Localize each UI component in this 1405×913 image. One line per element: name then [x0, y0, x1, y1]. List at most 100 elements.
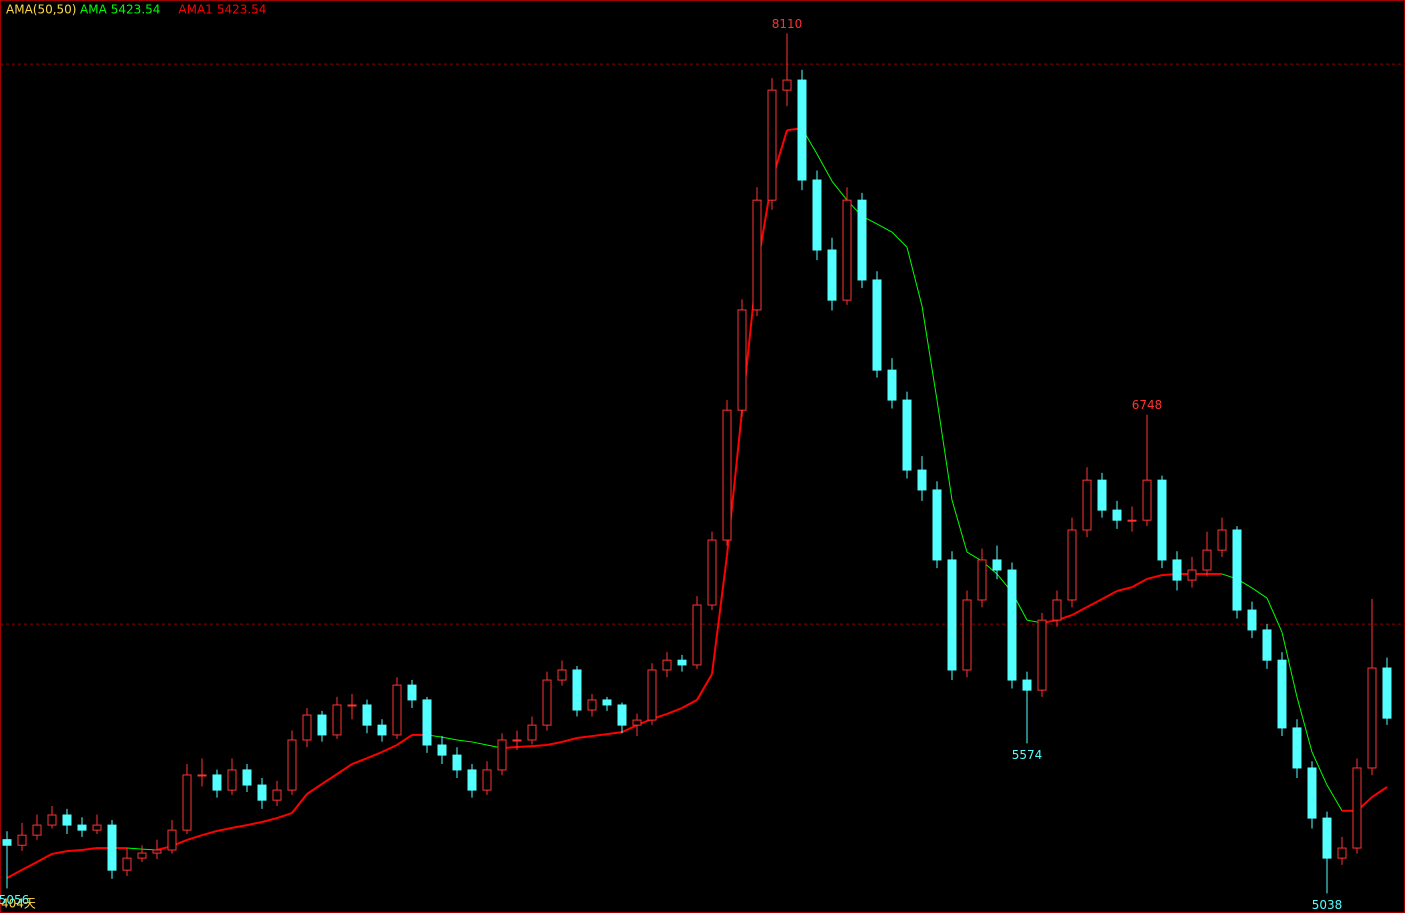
legend-name: AMA1: [178, 3, 212, 17]
candles: [2, 33, 1392, 894]
candle-body: [32, 824, 42, 836]
candle-body: [77, 824, 87, 831]
candle-body: [272, 789, 282, 801]
ama-segment: [921, 305, 938, 401]
ama-segment: [951, 499, 968, 553]
candle-body: [1142, 479, 1152, 521]
candle-body: [1187, 569, 1197, 581]
ama-segment: [531, 744, 548, 748]
ama-segment: [711, 555, 728, 675]
ama-segment: [1146, 574, 1163, 580]
candle-body: [617, 704, 627, 726]
ama-segment: [381, 744, 398, 753]
candle-body: [1052, 599, 1062, 621]
candle-body: [467, 769, 477, 791]
candle-body: [302, 714, 312, 741]
ama-segment: [396, 734, 413, 746]
ama-segment: [1086, 598, 1103, 608]
candle-body: [242, 769, 252, 786]
ama-segment: [591, 733, 608, 738]
candle-body: [422, 699, 432, 746]
legend-name: AMA: [80, 3, 108, 17]
ama-segment: [1326, 784, 1343, 812]
candle-body: [1367, 667, 1377, 769]
ama-segment: [1131, 578, 1148, 588]
ama-segment: [561, 737, 578, 743]
candle-body: [332, 704, 342, 736]
candle-body: [137, 852, 147, 859]
candle-body: [1337, 847, 1347, 859]
candle-body: [917, 469, 927, 491]
ama-segment: [21, 861, 38, 871]
candle-body: [977, 559, 987, 601]
ama-segment: [1116, 586, 1133, 592]
ama-segment: [621, 724, 638, 734]
ama-segment: [816, 153, 833, 182]
candle-body: [707, 539, 717, 606]
ama-segment: [81, 847, 98, 851]
candle-body: [497, 739, 507, 771]
candle-body: [692, 604, 702, 666]
candle-body: [257, 784, 267, 801]
ama-segment: [1281, 632, 1298, 698]
candle-body: [932, 489, 942, 561]
extreme-label: 5038: [1312, 898, 1343, 912]
ama-segment: [1296, 697, 1313, 753]
candle-body: [812, 179, 822, 251]
candle-body: [152, 849, 162, 854]
ama-segment: [696, 673, 713, 701]
candle-body: [767, 89, 777, 201]
extreme-label: 5056: [0, 893, 29, 907]
ama-segment: [936, 400, 953, 501]
ama-segment: [1251, 587, 1268, 599]
candle-body: [752, 199, 762, 311]
candle-body: [407, 684, 417, 701]
ama-segment: [216, 826, 233, 832]
candle-body: [227, 769, 237, 791]
candle-body: [1292, 727, 1302, 769]
ama-segment: [1311, 751, 1328, 786]
ama-segment: [516, 745, 533, 748]
candle-body: [587, 699, 597, 711]
ama-segment: [246, 821, 263, 827]
candle-body: [1082, 479, 1092, 531]
period-label: 404天: [1, 897, 36, 911]
legend-value: 5423.54: [111, 3, 161, 17]
candle-body: [782, 79, 792, 91]
candle-body: [452, 754, 462, 771]
candle-body: [662, 659, 672, 671]
candle-body: [542, 679, 552, 726]
candle-body: [602, 699, 612, 706]
ama-segment: [186, 834, 203, 841]
candle-body: [287, 739, 297, 791]
candle-body: [62, 814, 72, 826]
ama-segment: [291, 793, 308, 814]
ama-segment: [321, 773, 338, 785]
candle-body: [17, 834, 27, 846]
candle-body: [557, 669, 567, 681]
extreme-label: 5574: [1012, 748, 1043, 762]
ama-segment: [36, 853, 53, 863]
candle-body: [197, 774, 207, 777]
candle-body: [107, 824, 117, 871]
candle-body: [737, 309, 747, 411]
candle-body: [92, 824, 102, 831]
ama-segment: [336, 763, 353, 775]
ama-segment: [366, 751, 383, 760]
extreme-label: 6748: [1132, 398, 1163, 412]
ama-segment: [306, 783, 323, 795]
legend-value: 5423.54: [217, 3, 267, 17]
candle-body: [1307, 767, 1317, 819]
candle-body: [572, 669, 582, 711]
candle-body: [1202, 549, 1212, 571]
candle-body: [797, 79, 807, 181]
candle-body: [1067, 529, 1077, 601]
candle-body: [1112, 509, 1122, 521]
ama-segment: [51, 850, 68, 855]
candle-body: [722, 409, 732, 541]
candle-body: [992, 559, 1002, 571]
candle-body: [647, 669, 657, 721]
candle-body: [482, 769, 492, 791]
ama-segment: [891, 231, 908, 248]
